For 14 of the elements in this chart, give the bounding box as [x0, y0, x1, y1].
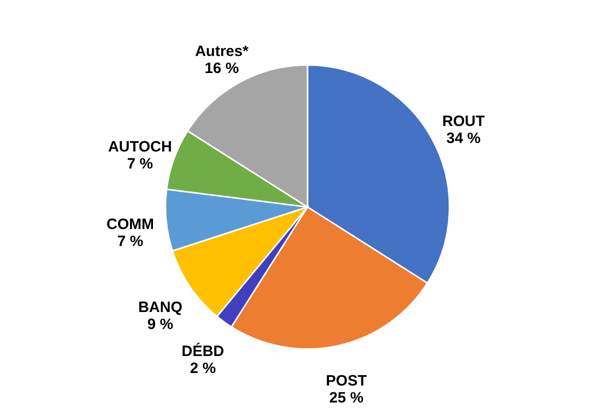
data-label: 7 %	[127, 156, 153, 173]
data-label: 7 %	[117, 232, 144, 250]
data-label: 2 %	[190, 360, 216, 378]
slice-label: DÉBD	[182, 342, 224, 360]
data-label: 16 %	[204, 60, 239, 78]
slice-label: Autres*	[195, 43, 249, 60]
data-label: 25 %	[329, 390, 364, 407]
slice-label: COMM	[106, 216, 154, 233]
slice-label: BANQ	[138, 299, 183, 316]
data-label: 9 %	[147, 316, 174, 334]
slice-label: AUTOCH	[108, 138, 172, 156]
data-label: 34 %	[446, 130, 481, 148]
slice-label: ROUT	[442, 113, 485, 130]
slice-label: POST	[326, 372, 367, 390]
